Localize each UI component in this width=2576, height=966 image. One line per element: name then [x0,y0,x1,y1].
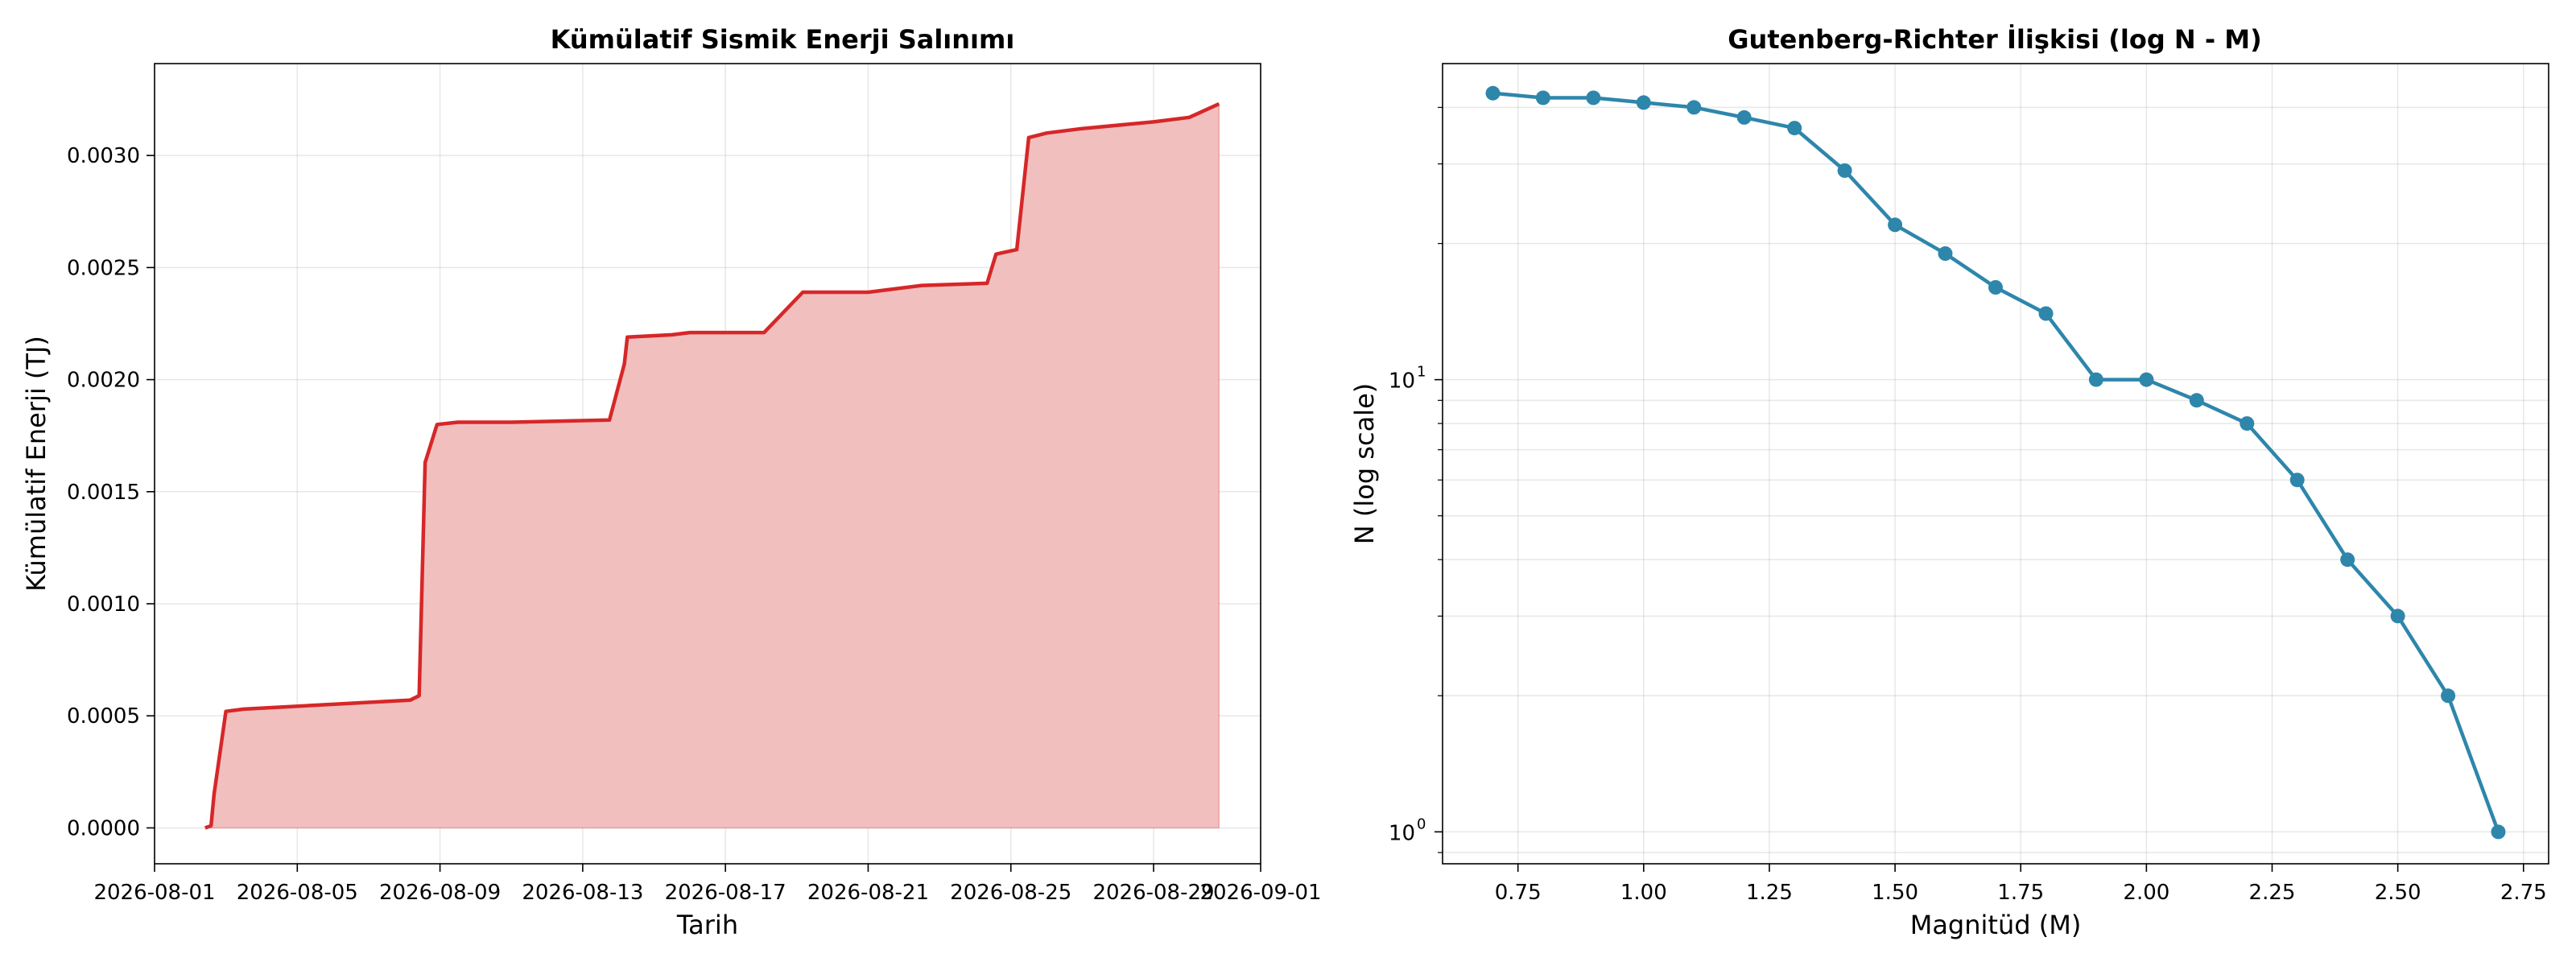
y-tick-label: 0.0010 [67,592,140,617]
data-point [1636,95,1651,110]
y-tick-label: 10 [1389,821,1415,845]
x-tick-label: 2026-08-13 [522,881,643,905]
x-tick-label: 2026-08-21 [807,881,929,905]
y-tick-label: 0.0025 [67,256,140,280]
data-point [1586,90,1601,105]
x-tick-label: 2026-08-05 [237,881,358,905]
y-tick-exponent: 1 [1417,364,1426,381]
data-point [1686,100,1702,115]
chart-title: Kümülatif Sismik Enerji Salınımı [551,24,1015,55]
data-point [1787,121,1802,136]
y-tick-label: 0.0005 [67,704,140,729]
y-axis-ticks: 0.0000 0.0005 0.0010 0.0015 0.0020 0.0025 0.00… [67,144,155,840]
data-point [2491,824,2506,840]
y-tick-label: 0.0000 [67,816,140,840]
y-tick-label: 0.0020 [67,369,140,393]
x-tick-label: 2026-09-01 [1199,881,1321,905]
data-point [2240,416,2255,431]
x-tick-label: 2.25 [2249,881,2296,905]
cumulative-energy-chart: Kümülatif Sismik Enerji Salınımı 2026-08… [21,24,1322,940]
data-point [1888,217,1903,233]
data-point [2038,306,2054,321]
cumulative-energy-line [204,102,1220,830]
data-point [2441,688,2456,704]
data-point [1535,90,1550,105]
data-point [1988,280,2003,295]
x-tick-label: 1.25 [1746,881,1793,905]
y-axis-label: Kümülatif Enerji (TJ) [21,336,52,592]
data-point [1837,163,1852,178]
data-point [2088,372,2103,387]
grid [1443,64,2549,864]
x-tick-label: 2026-08-09 [379,881,501,905]
data-point [2340,552,2355,568]
x-tick-label: 2026-08-17 [665,881,786,905]
x-tick-label: 2.75 [2500,881,2547,905]
data-point [1938,246,1953,261]
x-tick-label: 2026-08-01 [93,881,215,905]
data-point [2390,609,2405,624]
y-tick-exponent: 0 [1417,815,1426,832]
gutenberg-richter-chart: Gutenberg-Richter İlişkisi (log N - M) 0… [1349,24,2549,940]
data-point [2289,473,2305,488]
data-point [2189,393,2204,408]
x-tick-label: 1.75 [1997,881,2044,905]
x-tick-label: 2.00 [2123,881,2169,905]
plot-frame [154,63,1261,865]
x-tick-label: 2.50 [2375,881,2421,905]
chart-title: Gutenberg-Richter İlişkisi (log N - M) [1728,24,2261,55]
x-tick-label: 1.00 [1620,881,1667,905]
data-point [1485,85,1501,101]
y-tick-label: 0.0015 [67,481,140,505]
x-axis-ticks: 2026-08-01 2026-08-05 2026-08-09 2026-08-13… [93,864,1322,905]
x-axis-label: Magnitüd (M) [1910,910,2082,940]
x-axis-ticks: 0.75 1.00 1.25 1.50 1.75 2.00 2.25 2.50 2.75 [1495,864,2547,905]
x-axis-label: Tarih [676,910,738,940]
x-tick-label: 0.75 [1495,881,1542,905]
y-tick-label: 0.0030 [67,144,140,168]
data-point [2139,372,2154,387]
data-points [1485,85,2506,840]
x-tick-label: 2026-08-29 [1092,881,1214,905]
x-tick-label: 1.50 [1872,881,1918,905]
x-tick-label: 2026-08-25 [950,881,1071,905]
plot-frame [1442,63,2549,865]
data-point [1736,109,1752,125]
y-axis-label: N (log scale) [1349,383,1380,544]
y-tick-label: 10 [1389,369,1415,394]
